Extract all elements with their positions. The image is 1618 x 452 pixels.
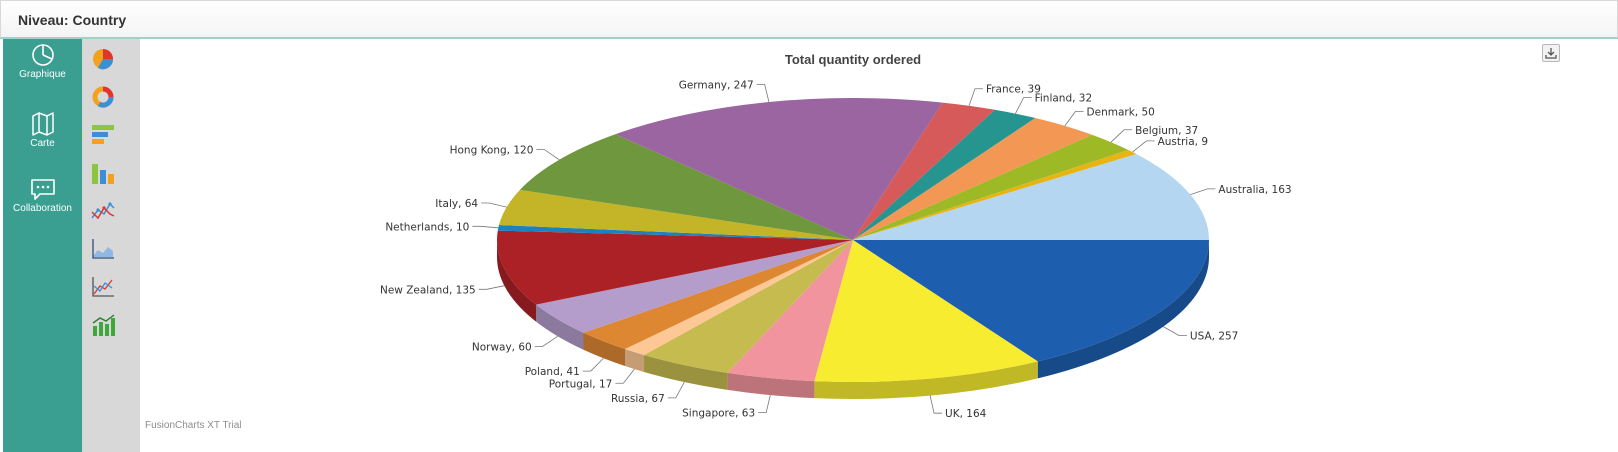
pie-slice-uk[interactable] [814, 240, 1038, 382]
pie-leader-germany [756, 84, 770, 103]
pie-side-norway [536, 304, 584, 350]
pie-slices-group [497, 97, 1209, 382]
nav-item-collaboration[interactable]: Collaboration [3, 178, 82, 214]
nav-item-graphique[interactable]: Graphique [3, 42, 82, 80]
line-icon[interactable] [90, 198, 116, 224]
pie-slice-germany[interactable] [615, 97, 943, 240]
pie-label-denmark: Denmark, 50 [1087, 106, 1155, 118]
pie-label-germany: Germany, 247 [679, 80, 754, 92]
pie-label-france: France, 39 [986, 84, 1041, 96]
pie-label-new-zealand: New Zealand, 135 [380, 284, 476, 296]
pie-slice-new-zealand[interactable] [497, 230, 853, 305]
pie-label-finland: Finland, 32 [1035, 93, 1093, 105]
pie-label-italy: Italy, 64 [435, 198, 478, 210]
pie-slice-poland[interactable] [583, 240, 853, 350]
pie-leader-australia [1190, 188, 1216, 196]
pie-leader-uk [929, 395, 943, 414]
pie-leader-belgium [1110, 129, 1133, 143]
pie-slice-netherlands[interactable] [497, 225, 853, 240]
pie-slice-singapore[interactable] [727, 240, 853, 382]
pie-leader-russia [667, 381, 685, 399]
pie-leader-usa [1163, 326, 1187, 336]
pie-side-poland [583, 332, 625, 367]
nav-label-carte: Carte [30, 138, 55, 149]
pie-side-uk [814, 361, 1038, 399]
pie-leader-portugal [615, 368, 635, 384]
pie-side-usa [1037, 240, 1209, 379]
header-bar: Niveau: Country [0, 0, 1618, 39]
pie-label-netherlands: Netherlands, 10 [385, 221, 469, 233]
pie-slice-denmark[interactable] [853, 118, 1093, 240]
pie-slice-finland[interactable] [853, 109, 1036, 240]
nav-item-carte[interactable]: Carte [3, 111, 82, 149]
pie-leader-italy [481, 202, 507, 208]
nav-label-graphique: Graphique [19, 69, 66, 80]
pie-leader-austria [1132, 140, 1155, 153]
pie-label-belgium: Belgium, 37 [1135, 125, 1198, 137]
combo-icon[interactable] [90, 312, 116, 338]
doughnut-icon[interactable] [90, 84, 116, 110]
pie-slice-australia[interactable] [853, 154, 1209, 240]
pie-slice-italy[interactable] [498, 189, 853, 240]
pie-leader-singapore [758, 395, 771, 414]
pie-label-russia: Russia, 67 [611, 393, 665, 405]
pie-side-singapore [727, 372, 815, 399]
pie-slice-hong-kong[interactable] [519, 134, 853, 240]
pie-label-hong-kong: Hong Kong, 120 [450, 145, 534, 157]
pie-sides-group [497, 240, 1209, 399]
level-title: Niveau: Country [18, 12, 127, 28]
pie-label-usa: USA, 257 [1190, 330, 1238, 342]
pie-leader-france [968, 88, 983, 106]
pie-side-russia [644, 354, 728, 390]
nav-label-collaboration: Collaboration [13, 203, 72, 214]
pie-side-new-zealand [497, 240, 537, 322]
pie-slice-norway[interactable] [536, 240, 853, 333]
pie-leader-denmark [1064, 111, 1084, 127]
pie-side-portugal [624, 349, 645, 372]
pie-leader-hong-kong [536, 149, 560, 161]
pie-chart-icon [31, 44, 54, 66]
pie-slice-portugal[interactable] [624, 240, 853, 355]
pie-labels-group: USA, 257 UK, 164 Singapore, 63 Russia, 67 Po… [380, 80, 1292, 421]
horizontal-bar-icon[interactable] [90, 122, 116, 148]
pie-label-singapore: Singapore, 63 [682, 408, 755, 420]
chart-type-toolbar [82, 39, 140, 452]
pie-label-norway: Norway, 60 [472, 341, 532, 353]
pie-slice-france[interactable] [853, 102, 995, 240]
pie-leader-norway [534, 335, 558, 347]
scatter-icon[interactable] [90, 274, 116, 300]
area-icon[interactable] [90, 236, 116, 262]
pie-slice-usa[interactable] [853, 240, 1209, 362]
side-nav: Graphique Carte Collaboration [3, 39, 82, 452]
pie-label-portugal: Portugal, 17 [549, 378, 613, 390]
chat-icon [30, 179, 55, 200]
export-icon [1545, 48, 1557, 59]
pie-slice-russia[interactable] [644, 240, 853, 373]
pie-leader-finland [1015, 97, 1032, 114]
column-icon[interactable] [90, 160, 116, 186]
pie-leader-poland [582, 357, 604, 372]
chart-title: Total quantity ordered [785, 52, 921, 67]
pie-label-australia: Australia, 163 [1218, 184, 1291, 196]
pie-label-austria: Austria, 9 [1158, 136, 1208, 148]
pie-chart: USA, 257 UK, 164 Singapore, 63 Russia, 67 Po… [380, 52, 1292, 421]
pie-label-poland: Poland, 41 [525, 366, 580, 378]
pie-slice-belgium[interactable] [853, 134, 1129, 240]
pie-leader-netherlands [472, 225, 499, 229]
export-button[interactable] [1542, 44, 1560, 62]
pie-label-uk: UK, 164 [945, 408, 987, 420]
pie-leader-new-zealand [478, 285, 505, 290]
pie-3d-icon[interactable] [90, 46, 116, 72]
pie-slice-austria[interactable] [853, 150, 1137, 240]
map-icon [31, 112, 54, 136]
watermark-text: FusionCharts XT Trial [145, 420, 242, 431]
